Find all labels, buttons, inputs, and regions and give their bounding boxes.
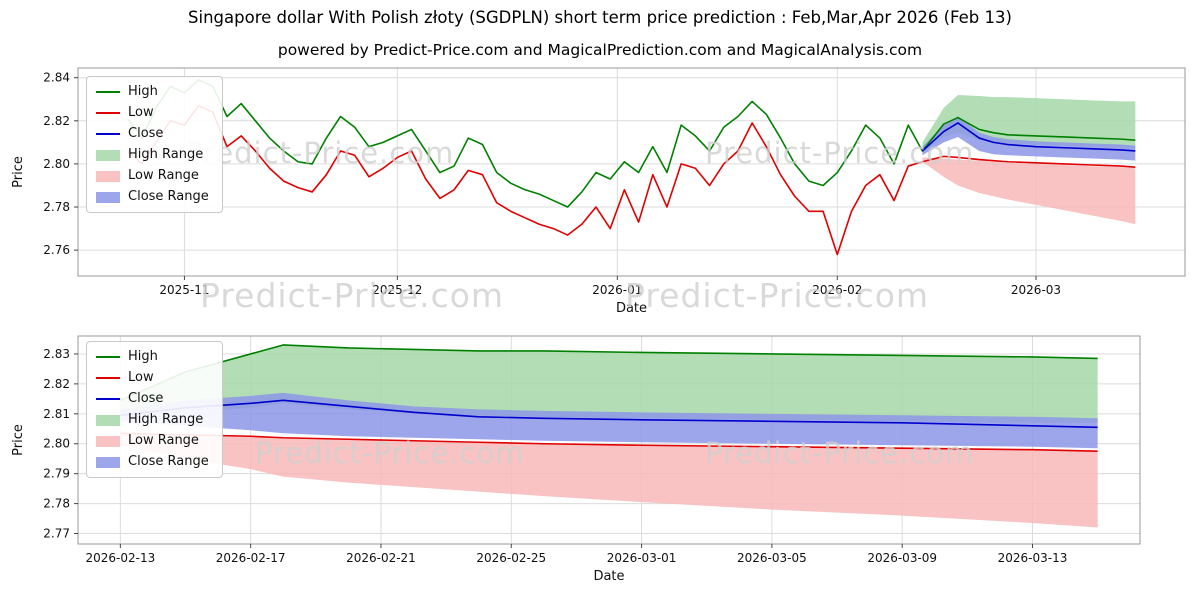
x-tick-label: 2025-11 xyxy=(159,283,209,297)
x-tick-label: 2026-01 xyxy=(592,283,642,297)
line-close xyxy=(921,122,1136,152)
x-tick-label: 2025-12 xyxy=(372,283,422,297)
legend-label: Close Range xyxy=(128,189,209,204)
legend-swatch-low_range xyxy=(96,170,120,182)
legend-item: Close Range xyxy=(96,189,209,205)
x-axis-label: Date xyxy=(616,301,647,316)
band-close_range xyxy=(922,116,1136,161)
plot-frame xyxy=(77,335,1141,545)
y-tick-label: 2.79 xyxy=(43,467,70,481)
series-lines xyxy=(120,344,1098,453)
legend-item: Low Range xyxy=(96,168,209,184)
chart-legend-bottom: High Low Close High Range Low Range Close Ran… xyxy=(86,341,223,478)
x-tick-label: 2026-02 xyxy=(812,283,862,297)
legend-swatch-high_range xyxy=(96,149,120,161)
x-tick-label: 2026-02-25 xyxy=(476,551,546,565)
legend-item: High xyxy=(96,349,209,365)
axis-labels: 2.76 2.78 2.80 2.82 2.84 2025-11 2025-12 2026-0… xyxy=(11,71,1061,316)
legend-swatch-low_range xyxy=(96,435,120,447)
legend-item: Close xyxy=(96,391,209,407)
legend-swatch-low xyxy=(96,112,120,114)
y-tick-label: 2.80 xyxy=(43,437,70,451)
legend-swatch-close_range xyxy=(96,456,120,468)
price-history-chart: 2.76 2.78 2.80 2.82 2.84 2025-11 2025-12 2026-0… xyxy=(11,67,1186,316)
page-title: Singapore dollar With Polish złoty (SGDP… xyxy=(188,8,1012,27)
legend-item: High Range xyxy=(96,412,209,428)
legend-item: High Range xyxy=(96,147,209,163)
y-tick-label: 2.80 xyxy=(43,157,70,171)
line-close xyxy=(120,399,1098,429)
legend-swatch-close xyxy=(96,398,120,400)
legend-item: Low xyxy=(96,105,209,121)
plot-frame xyxy=(77,67,1186,277)
chart-legend-top: High Low Close High Range Low Range Close Ran… xyxy=(86,76,223,213)
x-tick-label: 2026-02-13 xyxy=(85,551,155,565)
line-low xyxy=(127,104,1136,256)
y-tick-label: 2.77 xyxy=(43,527,70,541)
y-tick-label: 2.81 xyxy=(43,407,70,421)
x-axis-label: Date xyxy=(593,569,624,584)
legend-label: High Range xyxy=(128,412,204,427)
y-tick-label: 2.83 xyxy=(43,347,70,361)
band-low_range xyxy=(120,433,1098,528)
legend-swatch-high xyxy=(96,356,120,358)
legend-label: Low xyxy=(128,105,154,120)
line-high xyxy=(127,79,1136,208)
y-tick-label: 2.78 xyxy=(43,497,70,511)
legend-label: Close xyxy=(128,391,164,406)
y-axis-label: Price xyxy=(11,156,26,188)
y-tick-label: 2.82 xyxy=(43,114,70,128)
band-low_range xyxy=(922,157,1136,225)
legend-label: Low Range xyxy=(128,168,199,183)
y-tick-label: 2.78 xyxy=(43,200,70,214)
legend-swatch-close_range xyxy=(96,191,120,203)
legend-item: Close Range xyxy=(96,454,209,470)
y-tick-label: 2.84 xyxy=(43,71,70,85)
legend-label: High xyxy=(128,349,158,364)
legend-swatch-high_range xyxy=(96,414,120,426)
page-subtitle: powered by Predict-Price.com and Magical… xyxy=(277,41,923,59)
x-tick-label: 2026-02-21 xyxy=(346,551,416,565)
series-lines xyxy=(127,79,1136,256)
legend-swatch-low xyxy=(96,377,120,379)
legend-swatch-high xyxy=(96,91,120,93)
y-tick-label: 2.76 xyxy=(43,243,70,257)
legend-item: Low Range xyxy=(96,433,209,449)
line-high xyxy=(120,344,1098,402)
y-axis-label: Price xyxy=(11,424,26,456)
y-tick-label: 2.82 xyxy=(43,377,70,391)
legend-label: Close Range xyxy=(128,454,209,469)
legend-label: High xyxy=(128,84,158,99)
band-close_range xyxy=(120,392,1098,449)
line-low xyxy=(120,432,1098,453)
x-tick-label: 2026-03-01 xyxy=(607,551,677,565)
legend-label: Close xyxy=(128,126,164,141)
legend-label: Low xyxy=(128,370,154,385)
x-tick-label: 2026-02-17 xyxy=(216,551,286,565)
legend-item: Low xyxy=(96,370,209,386)
axis-labels: 2.77 2.78 2.79 2.80 2.81 2.82 2.83 2026-02-13 20… xyxy=(11,347,1067,584)
x-tick-label: 2026-03-09 xyxy=(867,551,937,565)
legend-item: Close xyxy=(96,126,209,142)
x-tick-label: 2026-03-13 xyxy=(998,551,1068,565)
x-tick-label: 2026-03-05 xyxy=(737,551,807,565)
forecast-detail-chart: 2.77 2.78 2.79 2.80 2.81 2.82 2.83 2026-02-13 20… xyxy=(11,335,1141,584)
legend-item: High xyxy=(96,84,209,100)
legend-label: High Range xyxy=(128,147,204,162)
x-tick-label: 2026-03 xyxy=(1011,283,1061,297)
range-bands xyxy=(120,344,1098,528)
legend-swatch-close xyxy=(96,133,120,135)
range-bands xyxy=(922,94,1136,225)
legend-label: Low Range xyxy=(128,433,199,448)
